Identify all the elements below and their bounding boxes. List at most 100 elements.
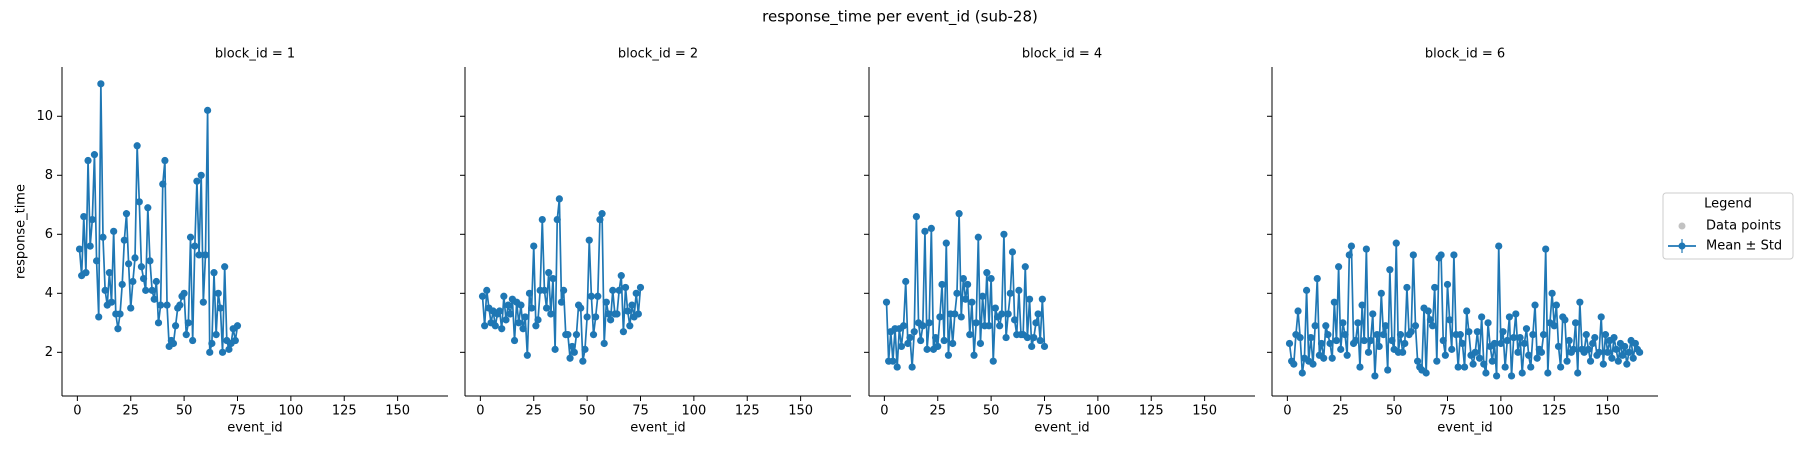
point — [90, 151, 99, 159]
x-tick-label: 150 — [788, 404, 813, 419]
point — [195, 251, 203, 259]
point — [1533, 354, 1541, 362]
point — [910, 328, 918, 336]
point — [95, 313, 103, 321]
point — [1518, 369, 1526, 377]
point — [1354, 319, 1362, 327]
point — [540, 286, 549, 294]
point — [92, 257, 101, 265]
point — [609, 286, 617, 294]
point — [1610, 333, 1618, 342]
point — [936, 313, 944, 321]
figure-title: response_time per event_id (sub-28) — [762, 8, 1038, 27]
x-tick-label: 25 — [1332, 404, 1349, 419]
point — [152, 277, 160, 286]
point — [626, 322, 634, 330]
point — [1514, 348, 1522, 356]
point — [122, 210, 131, 218]
point — [88, 215, 96, 224]
point — [1339, 319, 1347, 327]
point — [976, 339, 985, 348]
point — [1307, 333, 1315, 342]
point — [938, 280, 946, 289]
point — [564, 331, 572, 339]
point — [189, 336, 197, 345]
point — [957, 313, 965, 321]
legend-label: Mean ± Std — [1706, 239, 1782, 254]
point — [1601, 331, 1610, 339]
point — [1458, 339, 1467, 348]
point — [1008, 248, 1017, 256]
point — [191, 242, 199, 250]
point — [583, 313, 591, 321]
point — [1362, 245, 1370, 253]
point — [159, 180, 167, 188]
point — [1539, 331, 1548, 339]
point — [1384, 366, 1392, 374]
point — [1495, 242, 1503, 250]
point — [1364, 348, 1373, 356]
point — [231, 336, 239, 345]
point — [1505, 313, 1514, 321]
point — [204, 106, 212, 114]
point — [621, 283, 630, 292]
point — [923, 345, 931, 353]
point — [557, 298, 566, 306]
point — [233, 322, 242, 330]
point — [182, 331, 190, 339]
point — [581, 345, 589, 353]
x-tick-label: 25 — [122, 404, 139, 419]
point — [510, 336, 519, 345]
point — [998, 310, 1006, 318]
point — [1326, 339, 1334, 348]
point — [596, 215, 604, 224]
legend-swatch — [1678, 242, 1686, 250]
point — [1036, 336, 1044, 345]
point — [604, 310, 613, 318]
point — [1367, 336, 1375, 345]
point — [570, 348, 578, 356]
point — [1604, 348, 1612, 356]
point — [547, 310, 555, 318]
x-tick-label: 75 — [1439, 404, 1456, 419]
x-tick-label: 50 — [579, 404, 596, 419]
point — [970, 351, 978, 359]
point — [1497, 339, 1505, 348]
point — [906, 333, 914, 342]
point — [1561, 316, 1569, 324]
point — [1399, 348, 1407, 356]
point — [133, 142, 141, 150]
point — [1542, 245, 1550, 253]
point — [908, 363, 916, 371]
point — [1614, 357, 1622, 365]
point — [1320, 354, 1328, 362]
point — [1446, 316, 1454, 324]
x-tick-label: 50 — [1386, 404, 1403, 419]
point — [1618, 351, 1627, 359]
point — [624, 307, 632, 315]
point — [1478, 313, 1486, 321]
point — [528, 304, 536, 312]
point — [1328, 354, 1336, 362]
point — [613, 310, 621, 318]
point — [1531, 301, 1539, 309]
y-tick-label: 8 — [45, 168, 53, 183]
point — [523, 351, 531, 359]
point — [1021, 263, 1029, 271]
point — [534, 316, 542, 324]
point — [208, 339, 216, 348]
x-axis-label: event_id — [227, 421, 282, 436]
point — [532, 322, 540, 330]
point — [899, 322, 908, 330]
y-tick-label: 10 — [36, 109, 53, 124]
point — [1298, 369, 1306, 377]
point — [502, 316, 510, 324]
point — [1565, 336, 1573, 345]
point — [521, 313, 529, 321]
point — [184, 319, 192, 327]
point — [1285, 339, 1294, 348]
point — [538, 215, 546, 224]
legend-label: Data points — [1706, 219, 1781, 234]
y-tick-label: 6 — [45, 227, 53, 242]
